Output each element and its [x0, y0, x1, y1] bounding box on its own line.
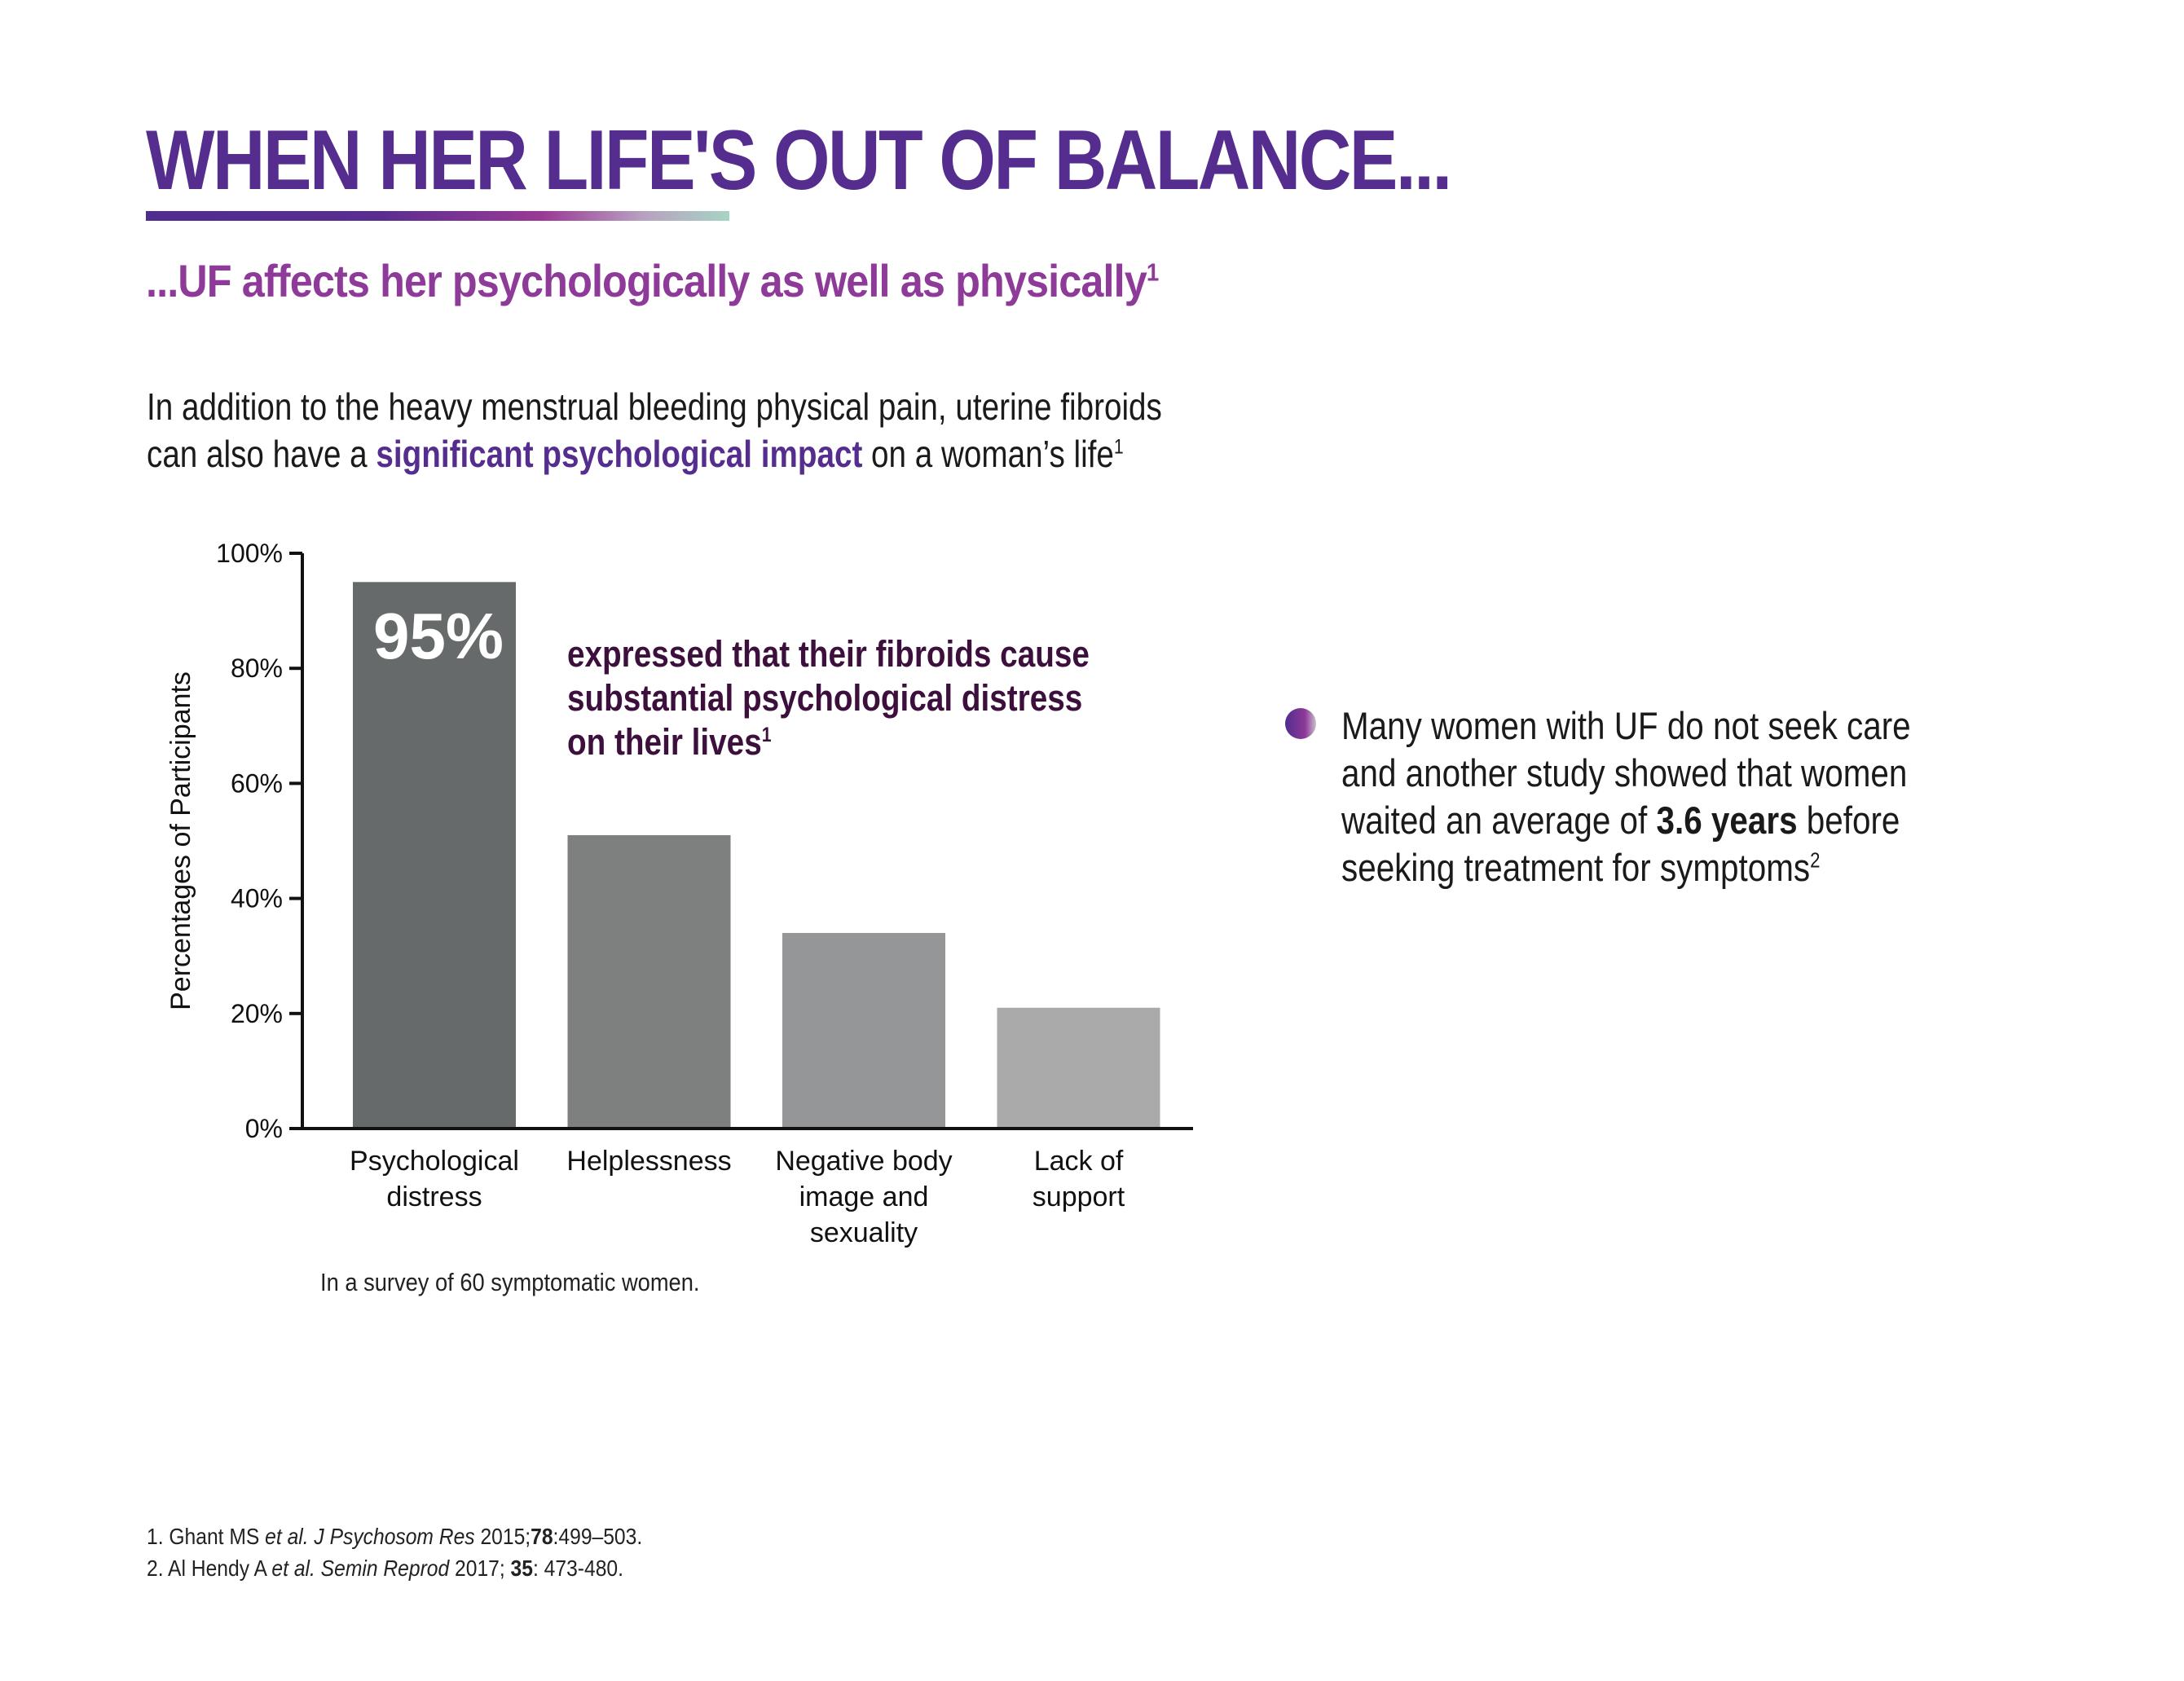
category-label: Psychological distress [350, 1146, 519, 1212]
category-label: Negative body image and sexuality [775, 1146, 952, 1248]
y-tick-label: 0% [245, 1114, 283, 1143]
data-label: 95% [373, 600, 504, 672]
subtitle: ...UF affects her psychologically as wel… [146, 255, 1159, 306]
bullet-text: Many women with UF do not seek care and … [1341, 704, 1911, 889]
y-tick-label: 40% [231, 884, 283, 913]
bar-0 [353, 582, 516, 1129]
survey-note: In a survey of 60 symptomatic women. [320, 1268, 700, 1296]
category-label: Helplessness [566, 1146, 731, 1177]
y-tick-label: 60% [231, 768, 283, 798]
highlight-text: significant psychological impact [376, 433, 863, 475]
reference-1: 1. Ghant MS et al. J Psychosom Res 2015;… [147, 1524, 643, 1549]
gradient-divider [146, 211, 729, 221]
y-tick-label: 20% [231, 999, 283, 1028]
category-label: Lack of support [1033, 1146, 1125, 1212]
y-axis-title: Percentages of Participants [165, 671, 196, 1010]
references: 1. Ghant MS et al. J Psychosom Res 2015;… [147, 1520, 710, 1584]
reference-2: 2. Al Hendy A et al. Semin Reprod 2017; … [147, 1556, 623, 1581]
bar-2 [782, 932, 945, 1129]
gradient-circle-bullet-icon [1285, 708, 1316, 739]
bar-1 [567, 834, 731, 1129]
page-title: WHEN HER LIFE'S OUT OF BALANCE... [146, 113, 1452, 208]
intro-paragraph: In addition to the heavy menstrual bleed… [147, 385, 1162, 475]
y-tick-label: 80% [231, 653, 283, 683]
chart-annotation: expressed that their fibroids cause subs… [567, 633, 1090, 763]
y-tick-label: 100% [216, 539, 283, 568]
bar-3 [997, 1007, 1160, 1129]
